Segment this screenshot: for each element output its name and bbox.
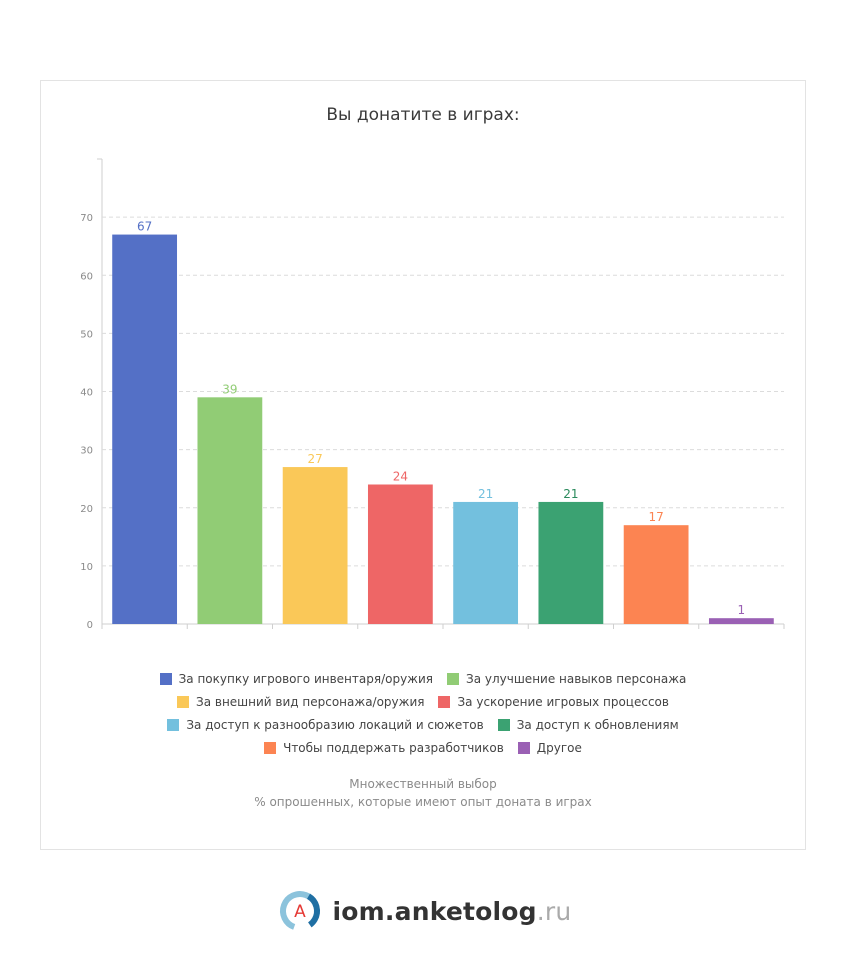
bar [112,234,178,624]
bar-value-label: 21 [478,487,493,501]
legend-label: За улучшение навыков персонажа [466,671,687,686]
bar-value-label: 67 [137,220,152,234]
bar [367,484,433,624]
bar-value-label: 24 [393,470,408,484]
brand-name-tld: .ru [536,896,572,926]
y-tick-label: 50 [80,329,93,340]
anketolog-logo-icon: A [279,891,320,931]
legend-swatch [159,672,172,685]
legend-swatch [264,741,277,754]
bar [197,397,263,624]
bar [453,501,519,624]
bar [538,501,604,624]
legend-swatch [167,718,180,731]
legend-item[interactable]: За покупку игрового инвентаря/оружия [159,671,433,686]
legend-label: За внешний вид персонажа/оружия [196,694,425,709]
bar [623,525,689,624]
y-tick-label: 60 [80,271,93,282]
y-tick-label: 30 [80,446,93,457]
legend-item[interactable]: За доступ к обновлениям [497,717,679,732]
legend-row: Чтобы поддержать разработчиков Другое [41,736,805,759]
brand-footer[interactable]: A iom.anketolog.ru [0,888,848,934]
chart-card: Вы донатите в играх: 0 10 20 30 40 50 60 70 67 39… [40,80,806,850]
chart-title: Вы донатите в играх: [326,105,520,125]
legend-item[interactable]: За доступ к разнообразию локаций и сюжет… [167,717,484,732]
chart-note-percent: % опрошенных, которые имеют опыт доната … [254,795,592,809]
legend-label: За доступ к обновлениям [516,717,679,732]
legend-row: За покупку игрового инвентаря/оружия За … [41,667,805,690]
y-tick-label: 20 [80,504,93,515]
legend-item[interactable]: За ускорение игровых процессов [438,694,669,709]
legend-swatch [447,672,459,685]
legend-row: За внешний вид персонажа/оружия За ускор… [41,690,805,713]
legend-item[interactable]: Чтобы поддержать разработчиков [264,741,504,755]
brand-name: iom.anketolog.ru [333,897,572,926]
legend-swatch [438,695,451,708]
bar-chart: 0 10 20 30 40 50 60 70 67 39 27 24 21 21 17 1 [80,158,785,631]
legend-label: За ускорение игровых процессов [457,694,669,709]
legend-swatch [497,718,510,731]
legend-swatch [517,741,530,754]
legend-item[interactable]: За внешний вид персонажа/оружия [177,695,424,709]
chart-note-multiple-choice: Множественный выбор [349,777,497,791]
legend-item[interactable]: За улучшение навыков персонажа [447,672,686,686]
legend-item[interactable]: Другое [517,740,582,755]
brand-name-main: iom.anketolog [332,896,537,926]
legend-swatch [177,695,190,708]
legend-label: За доступ к разнообразию локаций и сюжет… [186,717,484,732]
bar-value-label: 21 [563,487,578,501]
bar [708,618,774,624]
legend-label: За покупку игрового инвентаря/оружия [178,671,433,686]
bar-value-label: 39 [222,382,237,396]
legend-row: За доступ к разнообразию локаций и сюжет… [41,713,805,736]
y-tick-label: 10 [80,562,93,573]
y-tick-label: 0 [87,620,93,631]
bar-value-label: 1 [738,603,746,617]
bar [282,467,348,624]
y-tick-label: 70 [80,213,93,224]
legend-label: Другое [536,740,582,755]
bar-value-label: 17 [648,510,663,524]
y-tick-label: 40 [80,388,93,399]
logo-letter: A [294,902,306,922]
bar-value-label: 27 [307,452,322,466]
chart-legend: За покупку игрового инвентаря/оружия За … [41,667,805,759]
legend-label: Чтобы поддержать разработчиков [283,740,504,755]
